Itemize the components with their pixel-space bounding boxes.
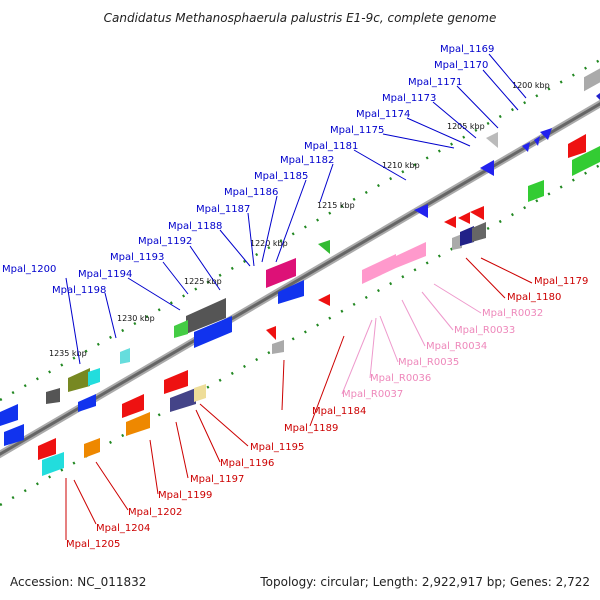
gene-label: Mpal_1179 <box>534 276 588 287</box>
gene-mark <box>266 258 296 288</box>
gene-mark <box>42 452 64 476</box>
kbp-tick: 1205 kbp <box>447 122 485 131</box>
accession-text: Accession: NC_011832 <box>10 575 146 589</box>
gene-label: Mpal_1174 <box>356 109 410 120</box>
gene-label: Mpal_1170 <box>434 60 488 71</box>
gene-mark <box>414 204 428 218</box>
gene-label: Mpal_1185 <box>254 171 308 182</box>
gene-label: Mpal_R0033 <box>454 325 515 336</box>
gene-mark <box>278 280 304 304</box>
rna-leaders <box>341 283 482 395</box>
gene-label: Mpal_1192 <box>138 236 192 247</box>
gene-mark <box>458 212 470 224</box>
kbp-tick: 1215 kbp <box>317 201 355 210</box>
gene-label: Mpal_R0035 <box>398 357 459 368</box>
gene-label: Mpal_1188 <box>168 221 222 232</box>
gene-label: Mpal_1199 <box>158 490 212 501</box>
gene-label: Mpal_R0034 <box>426 341 487 352</box>
gene-label: Mpal_1186 <box>224 187 278 198</box>
gene-mark <box>164 370 188 394</box>
upper-leaders <box>65 53 527 365</box>
lower-leaders <box>65 257 533 540</box>
kbp-tick: 1225 kbp <box>184 277 222 286</box>
gene-mark <box>444 216 456 228</box>
gene-mark <box>126 412 150 436</box>
gene-mark <box>584 68 600 92</box>
gene-label: Mpal_1173 <box>382 93 436 104</box>
gene-mark <box>596 93 600 100</box>
kbp-tick: 1200 kbp <box>512 81 550 90</box>
map-title: Candidatus Methanosphaerula palustris E1… <box>104 11 497 25</box>
gene-label: Mpal_1181 <box>304 141 358 152</box>
gene-label: Mpal_1205 <box>66 539 120 550</box>
gene-mark <box>472 222 486 242</box>
gene-label: Mpal_1169 <box>440 44 494 55</box>
gene-mark <box>272 340 284 354</box>
gene-mark <box>120 348 130 364</box>
kbp-tick: 1235 kbp <box>49 349 87 358</box>
gene-mark <box>194 384 206 402</box>
gene-mark <box>486 132 498 148</box>
gene-label: Mpal_1184 <box>312 406 366 417</box>
gene-mark <box>522 142 530 152</box>
gene-mark <box>528 180 544 202</box>
gene-label: Mpal_1195 <box>250 442 304 453</box>
gene-mark <box>534 136 540 146</box>
gene-label: Mpal_R0037 <box>342 389 403 400</box>
gene-label: Mpal_1175 <box>330 125 384 136</box>
gene-mark <box>194 316 232 348</box>
kbp-ticks: 1200 kbp 1205 kbp 1210 kbp 1215 kbp 1220… <box>49 81 550 358</box>
gene-mark <box>362 254 396 284</box>
gene-label: Mpal_1197 <box>190 474 244 485</box>
gene-mark <box>540 128 552 140</box>
lower-gene-labels: Mpal_1179 Mpal_1180 Mpal_R0032 Mpal_R003… <box>66 276 588 550</box>
gene-mark <box>174 320 188 338</box>
gene-label: Mpal_1200 <box>2 264 56 275</box>
gene-label: Mpal_1180 <box>507 292 561 303</box>
gene-mark <box>78 394 96 412</box>
upper-gene-labels: Mpal_1169 Mpal_1170 Mpal_1171 Mpal_1173 … <box>2 44 494 296</box>
gene-label: Mpal_1189 <box>284 423 338 434</box>
gene-mark <box>170 388 196 412</box>
reverse-genes <box>38 134 600 476</box>
gene-label: Mpal_R0036 <box>370 373 431 384</box>
gene-mark <box>452 234 462 250</box>
gene-mark <box>318 294 330 306</box>
gene-label: Mpal_R0032 <box>482 308 543 319</box>
gene-mark <box>568 134 586 158</box>
gene-label: Mpal_1171 <box>408 77 462 88</box>
gene-mark <box>460 226 474 246</box>
gene-mark <box>68 368 90 392</box>
gene-label: Mpal_1193 <box>110 252 164 263</box>
forward-genes <box>0 68 600 446</box>
kbp-tick: 1230 kbp <box>117 314 155 323</box>
gene-label: Mpal_1204 <box>96 523 150 534</box>
gene-mark <box>318 240 330 254</box>
gene-mark <box>572 146 600 176</box>
gene-label: Mpal_1198 <box>52 285 106 296</box>
gene-mark <box>122 394 144 418</box>
kbp-tick: 1220 kbp <box>250 239 288 248</box>
gene-mark <box>266 326 276 340</box>
gene-label: Mpal_1202 <box>128 507 182 518</box>
gene-mark <box>480 160 494 176</box>
gene-label: Mpal_1187 <box>196 204 250 215</box>
upper-tick-track <box>0 58 600 402</box>
gene-mark <box>38 438 56 460</box>
gene-mark <box>186 298 226 334</box>
gene-label: Mpal_1194 <box>78 269 132 280</box>
gene-mark <box>396 242 426 268</box>
gene-mark <box>470 206 484 220</box>
kbp-tick: 1210 kbp <box>382 161 420 170</box>
gene-label: Mpal_1196 <box>220 458 274 469</box>
gene-mark <box>88 368 100 386</box>
gene-mark <box>4 424 24 446</box>
gene-mark <box>46 388 60 404</box>
gene-label: Mpal_1182 <box>280 155 334 166</box>
gene-mark <box>0 404 18 426</box>
gene-mark <box>84 438 100 458</box>
topology-text: Topology: circular; Length: 2,922,917 bp… <box>259 575 590 589</box>
lower-tick-track <box>0 163 600 507</box>
